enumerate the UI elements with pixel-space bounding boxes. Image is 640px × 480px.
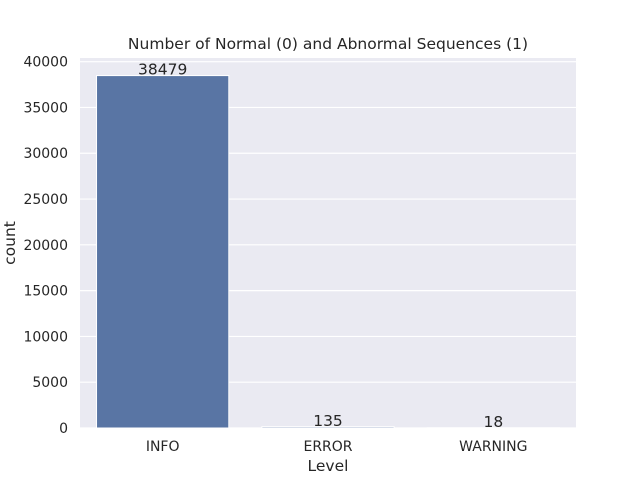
chart-title: Number of Normal (0) and Abnormal Sequen… <box>128 35 528 53</box>
bar-info <box>96 75 230 429</box>
y-tick-label: 10000 <box>23 329 68 345</box>
x-tick-labels: INFO ERROR WARNING <box>146 439 528 455</box>
y-tick-label: 20000 <box>23 238 68 254</box>
y-tick-label: 0 <box>59 421 68 437</box>
x-tick-label-info: INFO <box>146 439 180 455</box>
x-axis-label: Level <box>308 457 349 475</box>
y-tick-label: 35000 <box>23 100 68 116</box>
y-tick-label: 40000 <box>23 55 68 71</box>
data-label-error: 135 <box>313 412 343 430</box>
data-label-warning: 18 <box>483 413 503 431</box>
data-labels: 38479 135 18 <box>138 61 503 431</box>
bar-error <box>261 426 395 429</box>
y-tick-label: 15000 <box>23 284 68 300</box>
y-tick-label: 25000 <box>23 192 68 208</box>
data-label-info: 38479 <box>138 61 187 79</box>
bars <box>96 75 560 429</box>
y-tick-label: 30000 <box>23 146 68 162</box>
y-tick-labels: 0 5000 10000 15000 20000 25000 30000 35000 40000 <box>23 55 68 437</box>
x-tick-label-warning: WARNING <box>459 439 527 455</box>
y-tick-label: 5000 <box>32 375 68 391</box>
y-axis-label: count <box>1 221 19 265</box>
x-tick-label-error: ERROR <box>303 439 352 455</box>
